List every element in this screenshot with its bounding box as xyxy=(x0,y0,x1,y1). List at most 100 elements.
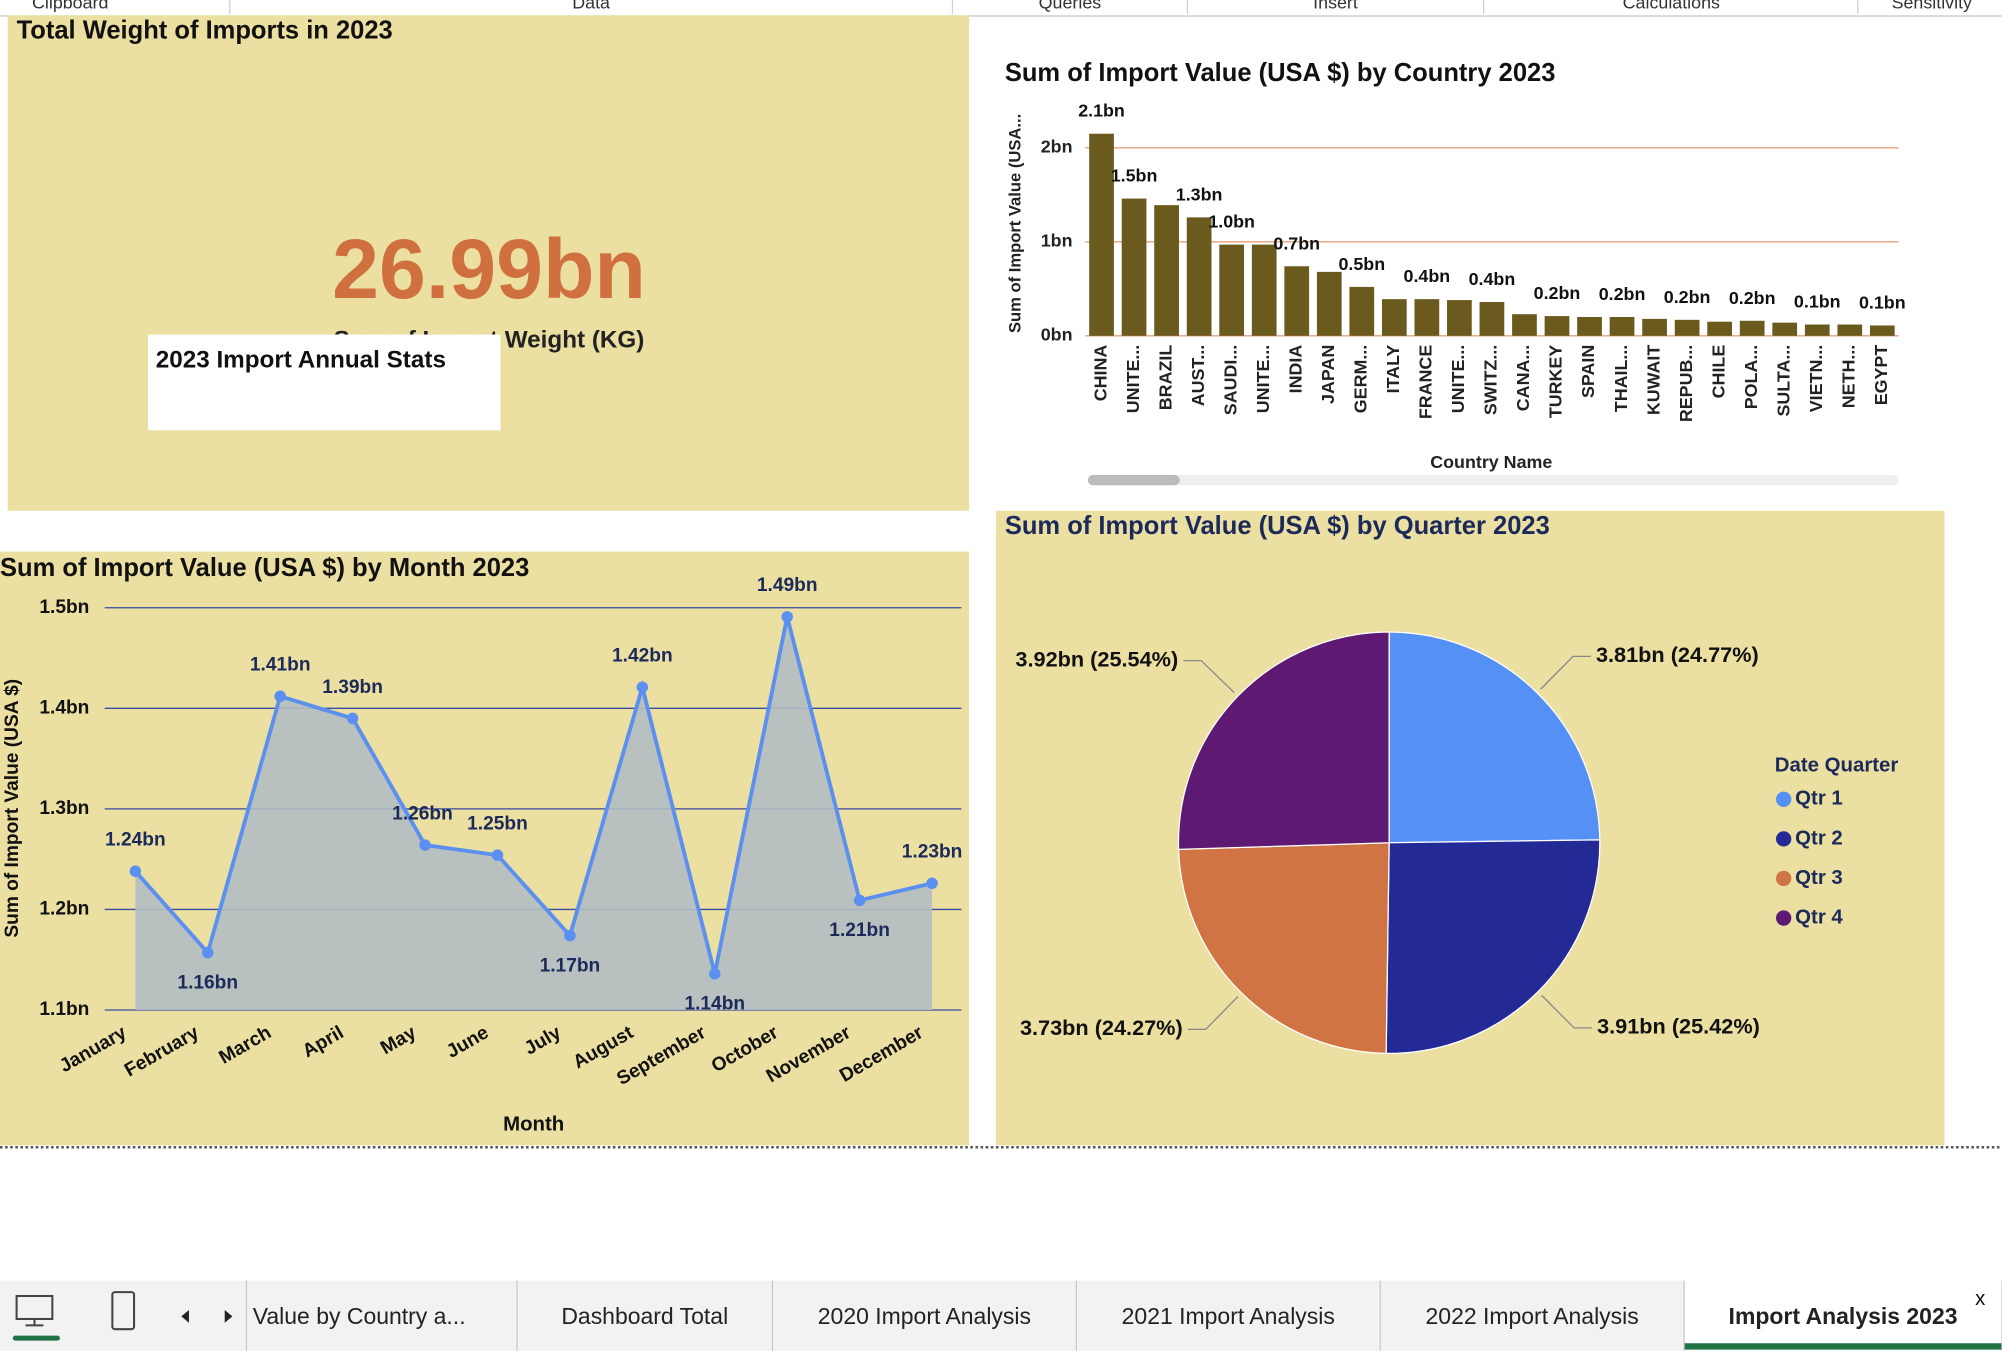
data-label: 1.14bn xyxy=(684,993,745,1014)
page-tab[interactable]: 2021 Import Analysis xyxy=(1122,1303,1335,1329)
data-label: 1.42bn xyxy=(612,646,673,667)
area-fill xyxy=(135,616,933,1010)
x-axis-title: Month xyxy=(503,1113,564,1135)
mobile-view-icon[interactable] xyxy=(111,1291,136,1331)
data-label: 1.24bn xyxy=(105,830,166,851)
bar xyxy=(1251,244,1277,336)
ribbon-group-label: Data xyxy=(572,0,610,13)
legend-marker[interactable] xyxy=(1776,791,1792,807)
page-tab[interactable]: 2022 Import Analysis xyxy=(1426,1303,1639,1329)
bar xyxy=(1772,322,1798,336)
y-tick-label: 1.5bn xyxy=(39,597,89,618)
data-label: 3.91bn (25.42%) xyxy=(1597,1014,1760,1039)
page-tab[interactable]: Import Analysis 2023 xyxy=(1729,1303,1958,1329)
pie-slice[interactable] xyxy=(1388,631,1601,844)
chart-title: Sum of Import Value (USA $) by Quarter 2… xyxy=(1005,512,1550,540)
pie-slice[interactable] xyxy=(1177,631,1390,851)
page-tab[interactable]: Value by Country a... xyxy=(253,1303,466,1329)
prev-page-arrow[interactable] xyxy=(181,1310,189,1323)
data-label: 1.5bn xyxy=(1111,166,1158,186)
next-page-arrow[interactable] xyxy=(224,1310,233,1323)
legend-label[interactable]: Qtr 3 xyxy=(1795,867,1843,889)
x-tick-label: UNITE... xyxy=(1123,345,1143,413)
marker xyxy=(202,946,214,959)
bar xyxy=(1577,317,1602,336)
page-tab[interactable]: Dashboard Total xyxy=(561,1303,728,1329)
bar xyxy=(1414,299,1440,336)
data-label: 1.26bn xyxy=(392,803,453,824)
y-tick-label: 0bn xyxy=(1041,325,1073,345)
data-label: 1.39bn xyxy=(322,677,383,698)
legend-title: Date Quarter xyxy=(1775,754,1899,776)
data-label: 1.21bn xyxy=(829,920,890,941)
data-label: 1.25bn xyxy=(467,814,528,835)
active-tab-underline xyxy=(1684,1343,2002,1350)
legend-label[interactable]: Qtr 2 xyxy=(1795,827,1843,849)
y-axis-title: Sum of Import Value (USA... xyxy=(1006,114,1025,333)
data-label: 0.2bn xyxy=(1729,288,1776,308)
pie-slice[interactable] xyxy=(1177,842,1390,1055)
bar xyxy=(1316,271,1342,336)
marker xyxy=(419,839,431,851)
bar xyxy=(1154,205,1179,336)
data-label: 1.49bn xyxy=(757,575,818,596)
textbox-text: 2023 Import Annual Stats xyxy=(156,347,446,374)
y-tick-label: 1.1bn xyxy=(39,999,89,1020)
leader-line xyxy=(1183,659,1235,694)
bar xyxy=(1642,318,1667,336)
data-label: 1.17bn xyxy=(540,955,601,976)
page-tab[interactable]: 2020 Import Analysis xyxy=(818,1303,1031,1329)
pie-slice[interactable] xyxy=(1385,839,1601,1055)
bar xyxy=(1349,286,1375,336)
data-label: 1.0bn xyxy=(1208,212,1255,232)
bar xyxy=(1707,321,1733,336)
bar xyxy=(1869,325,1895,336)
x-axis-title: Country Name xyxy=(1430,452,1552,472)
legend-marker[interactable] xyxy=(1776,910,1792,926)
line xyxy=(133,616,933,975)
x-tick-label: BRAZIL xyxy=(1155,345,1175,411)
legend-label[interactable]: Qtr 4 xyxy=(1795,906,1843,928)
x-tick-label: FRANCE xyxy=(1416,345,1436,420)
bar xyxy=(1544,316,1570,336)
ribbon-group-label: Sensitivity xyxy=(1892,0,1972,13)
data-label: 1.41bn xyxy=(250,655,311,676)
x-tick-label: POLA... xyxy=(1741,345,1761,410)
y-tick-label: 1.3bn xyxy=(39,798,89,819)
data-label: 0.1bn xyxy=(1859,292,1906,312)
desktop-view-icon[interactable] xyxy=(15,1294,54,1327)
ribbon xyxy=(0,0,2002,16)
data-label: 3.92bn (25.54%) xyxy=(1015,646,1178,671)
ribbon-group-label: Calculations xyxy=(1623,0,1720,13)
scrollbar-thumb[interactable] xyxy=(1087,474,1180,486)
scrollbar-track xyxy=(1087,474,1899,486)
bar xyxy=(1479,301,1505,336)
x-tick-label: AUST... xyxy=(1188,345,1208,407)
close-tab[interactable]: x xyxy=(1975,1288,1985,1310)
data-label: 3.81bn (24.77%) xyxy=(1596,642,1759,667)
x-tick-label: EGYPT xyxy=(1871,345,1891,406)
y-tick-label: 1.4bn xyxy=(39,697,89,718)
marker xyxy=(926,877,938,890)
legend-marker[interactable] xyxy=(1776,831,1792,847)
textbox[interactable] xyxy=(148,334,501,431)
bar xyxy=(1186,217,1212,336)
marker xyxy=(636,681,649,693)
marker xyxy=(709,968,721,980)
active-tab[interactable] xyxy=(1684,1280,2002,1351)
y-axis-title: Sum of Import Value (USA $) xyxy=(2,679,23,938)
data-label: 0.2bn xyxy=(1534,283,1581,303)
legend-marker[interactable] xyxy=(1776,870,1792,887)
legend-label[interactable]: Qtr 1 xyxy=(1795,788,1843,810)
x-tick-label: UNITE... xyxy=(1448,345,1468,413)
bar xyxy=(1219,244,1245,336)
bar xyxy=(1284,266,1310,336)
desktop-view-indicator xyxy=(12,1335,61,1341)
x-tick-label: NETH... xyxy=(1839,345,1859,409)
x-tick-label: SULTA... xyxy=(1773,345,1793,417)
x-tick-label: VIETN... xyxy=(1806,345,1826,412)
data-label: 0.5bn xyxy=(1338,254,1385,274)
x-tick-label: TURKEY xyxy=(1546,345,1566,419)
x-tick-label: SAUDI... xyxy=(1220,345,1240,415)
